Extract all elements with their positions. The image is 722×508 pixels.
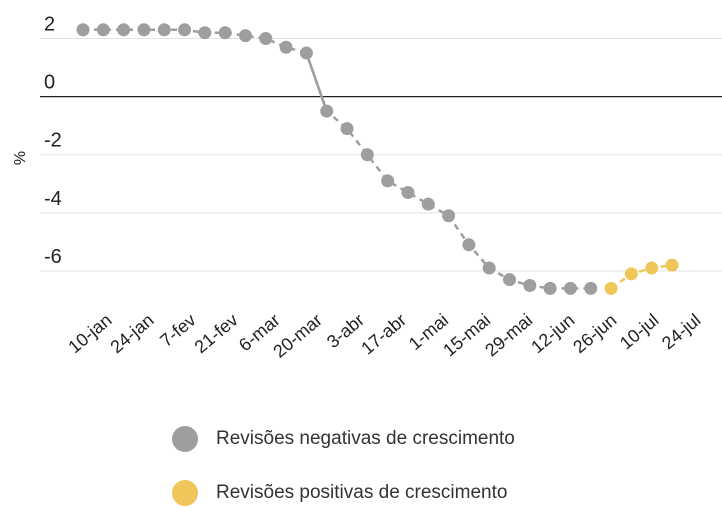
data-point bbox=[157, 23, 171, 37]
series-lines bbox=[83, 28, 673, 290]
x-tick-label: 10-jan bbox=[64, 310, 115, 357]
x-tick-label: 24-jan bbox=[106, 310, 157, 357]
x-tick-label: 20-mar bbox=[269, 310, 326, 362]
data-point bbox=[381, 174, 395, 188]
y-tick-label: -4 bbox=[44, 188, 62, 210]
x-tick-labels: 10-jan24-jan7-fev21-fev6-mar20-mar3-abr1… bbox=[64, 310, 704, 362]
data-point bbox=[543, 281, 557, 295]
data-point bbox=[76, 23, 90, 37]
data-point bbox=[279, 40, 293, 54]
data-point bbox=[218, 26, 232, 40]
x-tick-label: 29-mai bbox=[481, 310, 536, 361]
data-point bbox=[178, 23, 192, 37]
x-tick-label: 24-jul bbox=[658, 310, 705, 354]
data-point bbox=[360, 148, 374, 162]
y-axis-label: % bbox=[12, 151, 29, 165]
data-point bbox=[238, 29, 252, 43]
x-tick-label: 17-abr bbox=[357, 310, 410, 359]
data-point bbox=[198, 26, 212, 40]
y-tick-labels: 2 0 -2 -4 -6 bbox=[44, 14, 62, 268]
data-point bbox=[462, 238, 476, 252]
data-point bbox=[96, 23, 110, 37]
y-tick-label: 2 bbox=[44, 14, 55, 36]
series-line-negative bbox=[83, 28, 591, 290]
data-point bbox=[523, 278, 537, 292]
data-point bbox=[137, 23, 151, 37]
y-tick-label: -6 bbox=[44, 246, 62, 268]
x-tick-label: 10-jul bbox=[616, 310, 663, 354]
x-tick-label: 26-jun bbox=[569, 310, 620, 357]
data-point bbox=[299, 46, 313, 60]
data-point bbox=[259, 32, 273, 46]
y-tick-label: -2 bbox=[44, 130, 62, 152]
series-line-segment bbox=[305, 52, 328, 112]
x-tick-label: 15-mai bbox=[439, 310, 494, 361]
data-point bbox=[340, 122, 354, 136]
data-point bbox=[604, 281, 618, 295]
data-point bbox=[117, 23, 131, 37]
x-tick-label: 21-fev bbox=[191, 310, 242, 357]
data-point bbox=[482, 261, 496, 275]
data-point bbox=[503, 273, 517, 287]
series-line-positive bbox=[610, 263, 673, 290]
series-points bbox=[76, 23, 679, 295]
x-tick-label: 12-jun bbox=[527, 310, 578, 357]
data-point bbox=[624, 267, 638, 281]
data-point bbox=[584, 281, 598, 295]
data-point bbox=[320, 104, 334, 118]
data-point bbox=[665, 258, 679, 272]
data-point bbox=[645, 261, 659, 275]
y-tick-label: 0 bbox=[44, 72, 55, 94]
data-point bbox=[563, 281, 577, 295]
data-point bbox=[442, 209, 456, 223]
grid-layer bbox=[40, 38, 722, 272]
data-point bbox=[421, 197, 435, 211]
data-point bbox=[401, 186, 415, 200]
